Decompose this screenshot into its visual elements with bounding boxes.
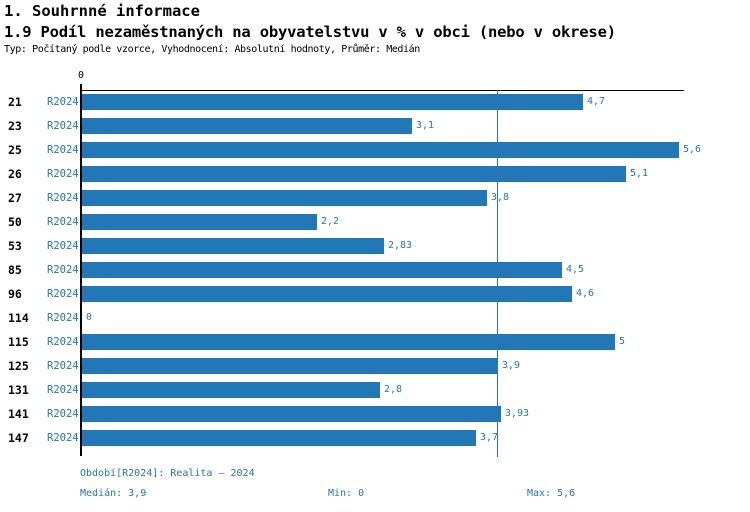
bar <box>82 142 679 158</box>
bar-value-label: 4,7 <box>587 96 606 107</box>
bar-value-label: 3,1 <box>416 120 435 131</box>
row-period-label: R2024 <box>47 360 79 372</box>
bar-row: 23 R2024 3,1 <box>0 114 750 138</box>
bar <box>82 286 572 302</box>
row-period-label: R2024 <box>47 384 79 396</box>
bar-row: 125 R2024 3,9 <box>0 354 750 378</box>
bar-row: 147 R2024 3,7 <box>0 426 750 450</box>
bar-value-label: 2,8 <box>384 384 403 395</box>
row-period-label: R2024 <box>47 264 79 276</box>
bar-row: 115 R2024 5 <box>0 330 750 354</box>
row-period-label: R2024 <box>47 408 79 420</box>
row-category-label: 115 <box>8 335 29 349</box>
row-period-label: R2024 <box>47 240 79 252</box>
bar <box>82 118 412 134</box>
row-period-label: R2024 <box>47 336 79 348</box>
row-period-label: R2024 <box>47 432 79 444</box>
x-axis-zero-tick-label: 0 <box>77 70 85 81</box>
x-axis-line <box>80 90 684 91</box>
y-axis-line <box>80 84 82 456</box>
row-period-label: R2024 <box>47 120 79 132</box>
footer-period-label: Období[R2024]: Realita – 2024 <box>80 468 255 479</box>
bar <box>82 358 498 374</box>
row-category-label: 23 <box>8 119 22 133</box>
row-period-label: R2024 <box>47 288 79 300</box>
bar-value-label: 5,1 <box>630 168 649 179</box>
row-category-label: 53 <box>8 239 22 253</box>
bar-value-label: 2,2 <box>321 216 340 227</box>
bar-row: 53 R2024 2,83 <box>0 234 750 258</box>
row-category-label: 147 <box>8 431 29 445</box>
row-category-label: 25 <box>8 143 22 157</box>
bar-value-label: 3,9 <box>502 360 521 371</box>
bar-value-label: 3,8 <box>491 192 510 203</box>
bar-row: 50 R2024 2,2 <box>0 210 750 234</box>
row-period-label: R2024 <box>47 192 79 204</box>
row-category-label: 131 <box>8 383 29 397</box>
row-category-label: 26 <box>8 167 22 181</box>
bar <box>82 238 384 254</box>
bar-chart: 21 R2024 4,7 23 R2024 3,1 25 R2024 5,6 26 R2024 5,1… <box>0 90 750 450</box>
footer-max-label: Max: 5,6 <box>527 488 576 499</box>
bar-value-label: 3,7 <box>480 432 499 443</box>
bar <box>82 214 317 230</box>
bar <box>82 334 615 350</box>
bar <box>82 94 583 110</box>
row-category-label: 96 <box>8 287 22 301</box>
row-period-label: R2024 <box>47 144 79 156</box>
row-category-label: 114 <box>8 311 29 325</box>
bar-row: 27 R2024 3,8 <box>0 186 750 210</box>
bar-value-label: 5 <box>619 336 626 347</box>
bar <box>82 262 562 278</box>
bar-value-label: 4,6 <box>576 288 595 299</box>
bar-row: 25 R2024 5,6 <box>0 138 750 162</box>
bar-value-label: 2,83 <box>388 240 413 251</box>
row-category-label: 141 <box>8 407 29 421</box>
bar-row: 131 R2024 2,8 <box>0 378 750 402</box>
bar-value-label: 4,5 <box>566 264 585 275</box>
bar <box>82 406 501 422</box>
bar-value-label: 0 <box>86 312 93 323</box>
row-category-label: 27 <box>8 191 22 205</box>
row-category-label: 21 <box>8 95 22 109</box>
bar <box>82 190 487 206</box>
bar-row: 85 R2024 4,5 <box>0 258 750 282</box>
bar <box>82 166 626 182</box>
footer-min-label: Min: 0 <box>328 488 365 499</box>
row-category-label: 125 <box>8 359 29 373</box>
bar-row: 96 R2024 4,6 <box>0 282 750 306</box>
bar-row: 26 R2024 5,1 <box>0 162 750 186</box>
row-category-label: 85 <box>8 263 22 277</box>
bar-row: 141 R2024 3,93 <box>0 402 750 426</box>
chart-meta-line: Typ: Počítaný podle vzorce, Vyhodnocení:… <box>4 44 420 55</box>
bar-row: 114 R2024 0 <box>0 306 750 330</box>
bar-value-label: 5,6 <box>683 144 702 155</box>
row-period-label: R2024 <box>47 168 79 180</box>
section-title: 1. Souhrnné informace <box>4 2 200 20</box>
chart-title: 1.9 Podíl nezaměstnaných na obyvatelstvu… <box>4 23 616 41</box>
bar <box>82 382 380 398</box>
bar <box>82 430 476 446</box>
bar-value-label: 3,93 <box>505 408 530 419</box>
row-period-label: R2024 <box>47 216 79 228</box>
row-period-label: R2024 <box>47 312 79 324</box>
row-period-label: R2024 <box>47 96 79 108</box>
footer-median-label: Medián: 3,9 <box>80 488 147 499</box>
bar-row: 21 R2024 4,7 <box>0 90 750 114</box>
row-category-label: 50 <box>8 215 22 229</box>
